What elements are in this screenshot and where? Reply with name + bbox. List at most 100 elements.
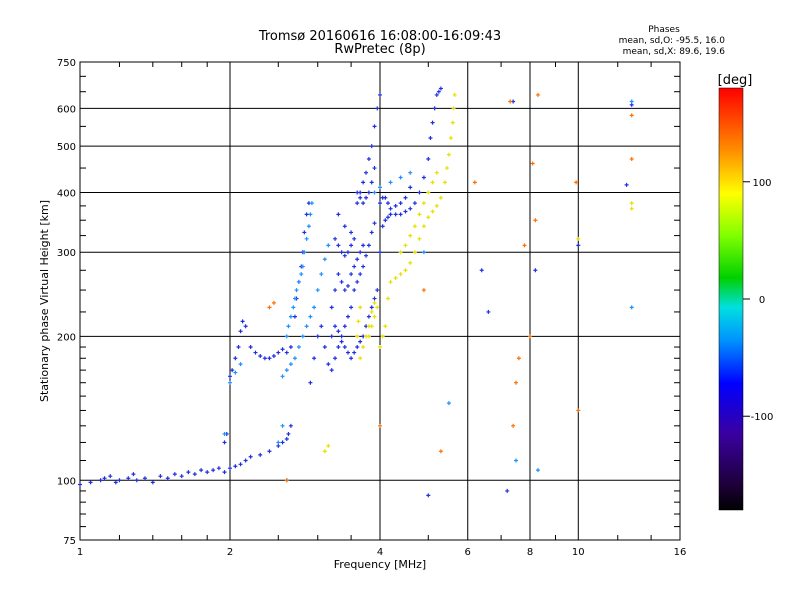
data-point [361,180,366,185]
data-point [243,458,248,463]
data-point [629,206,634,211]
data-point [629,99,634,104]
data-point [403,195,408,200]
data-point [222,440,227,445]
data-point [308,380,313,385]
data-point [240,319,245,324]
colorbar-tick-label: 100 [752,178,771,189]
x-tick-label: 8 [527,547,533,558]
stats-o-line: mean, sd,O: -95.5, 16.0 [619,36,726,46]
y-tick-label: 75 [63,536,76,547]
data-point [436,89,441,94]
data-point [233,356,238,361]
data-point [192,472,197,477]
data-point [358,305,363,310]
data-point [280,423,285,428]
data-point [339,250,344,255]
data-point [369,309,374,314]
data-point [361,201,366,206]
data-point [319,324,324,329]
data-point [258,353,263,358]
data-point [444,166,449,171]
data-point [102,476,107,481]
data-point [408,185,413,190]
data-point [629,201,634,206]
data-point [358,250,363,255]
data-point [514,380,519,385]
data-point [352,350,357,355]
axis-ticks: 1 2 4 6 8 10 16 75 100 200 300 400 500 600 750 [57,58,686,558]
colorbar: [deg] 100 0 -100 [718,73,773,511]
data-point [430,209,435,214]
x-tick-label: 4 [377,547,383,558]
data-point [426,493,431,498]
data-point [629,102,634,107]
data-point [222,431,227,436]
x-axis-label: Frequency [MHz] [334,558,426,571]
data-point [366,190,371,195]
data-point [349,272,354,277]
data-point [333,236,338,241]
data-point [233,464,238,469]
data-point [276,443,281,448]
data-point [479,268,484,273]
data-point [288,345,293,350]
data-point [361,264,366,269]
data-point [248,454,253,459]
data-point [412,201,417,206]
data-point [267,356,272,361]
data-point [366,157,371,162]
data-point [535,92,540,97]
data-point [292,356,297,361]
data-point [398,175,403,180]
data-point [336,212,341,217]
data-point [286,324,291,329]
data-point [352,236,357,241]
data-point [304,212,309,217]
data-point [446,152,451,157]
data-point [355,190,360,195]
colorbar-gradient [718,87,744,511]
data-point [322,345,327,350]
data-point [372,124,377,129]
data-point [271,353,276,358]
data-point [403,243,408,248]
data-point [533,268,538,273]
data-point [322,257,327,262]
data-point [403,268,408,273]
x-tick-label: 16 [674,547,687,558]
data-point [308,314,313,319]
data-point [216,466,221,471]
data-point [355,201,360,206]
data-point [336,329,341,334]
data-point [339,339,344,344]
data-point [352,288,357,293]
data-point [426,215,431,220]
data-point [284,368,289,373]
data-point [364,334,369,339]
data-point [296,345,301,350]
data-point [304,236,309,241]
data-point [412,224,417,229]
data-point [134,478,139,483]
data-point [364,253,369,258]
data-point [333,288,338,293]
data-point [372,166,377,171]
data-point [393,275,398,280]
data-point [302,250,307,255]
data-point [380,224,385,229]
data-point [339,279,344,284]
data-point [388,180,393,185]
data-point [385,296,390,301]
data-point [165,476,170,481]
data-point [238,329,243,334]
data-point [342,288,347,293]
data-point [358,272,363,277]
data-point [378,250,382,255]
y-tick-label: 300 [57,248,76,259]
y-tick-label: 100 [57,476,76,487]
data-point [514,458,519,463]
data-point [326,243,331,248]
data-point [421,250,426,255]
data-point [329,305,334,310]
